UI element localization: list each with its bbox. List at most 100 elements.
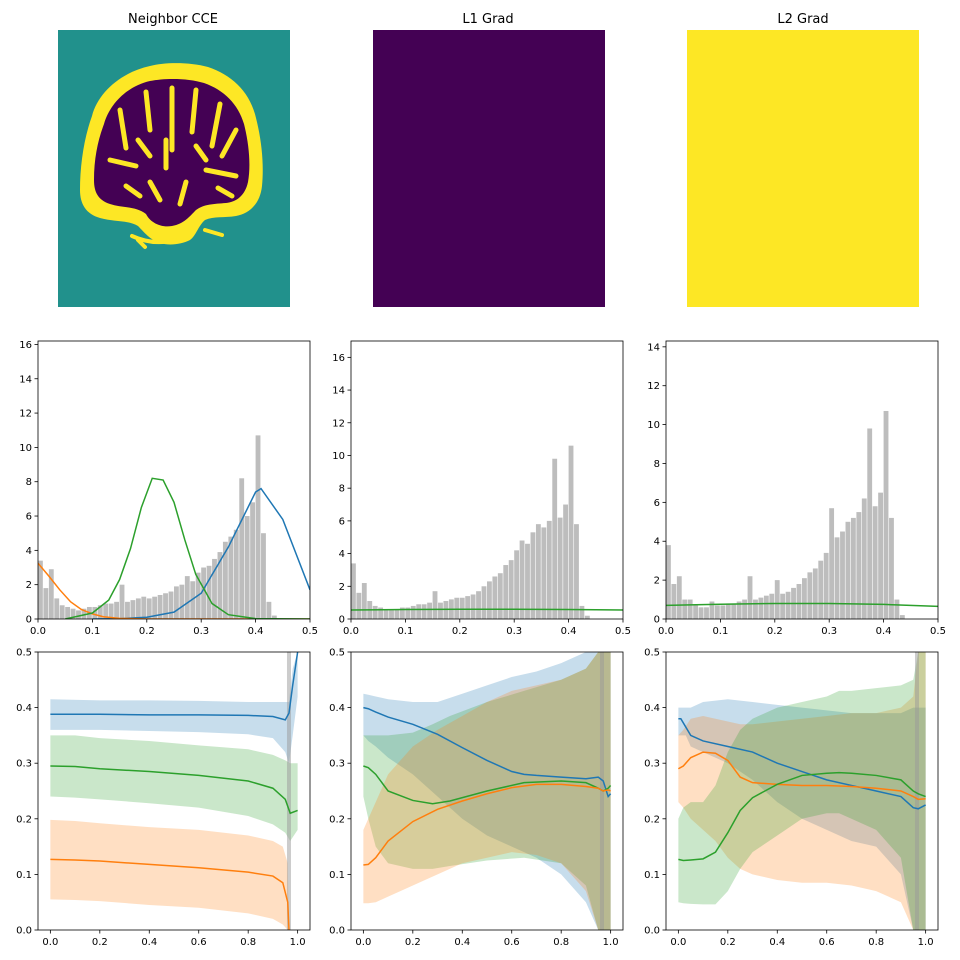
x-tick-label: 0.5	[615, 626, 631, 637]
histogram-bar	[454, 597, 460, 619]
plot-area	[677, 652, 926, 930]
histogram-bar	[883, 410, 889, 619]
blue-series-line	[50, 652, 299, 721]
histogram-bar	[135, 598, 141, 619]
histogram-bar	[889, 517, 894, 619]
histogram-bar	[530, 532, 536, 619]
plot-panel-1: 0.0 0.1 0.2 0.3 0.4 0.5 0 2 4 6 8 10 12 14 16	[19, 340, 318, 637]
panel-neighbor-cce: Neighbor CCE	[58, 12, 290, 307]
histogram-bar	[43, 588, 49, 619]
histogram-bar	[38, 560, 43, 619]
y-tick-label: 2	[339, 582, 345, 593]
histogram-bar	[361, 583, 367, 619]
x-tick-label: 0.0	[343, 626, 359, 637]
blue-confidence-band	[50, 652, 298, 764]
histogram-bar	[119, 584, 125, 619]
x-tick-label: 1.0	[290, 937, 306, 948]
histogram-bar	[763, 595, 769, 619]
histogram-bar	[399, 607, 405, 619]
histogram-bar	[850, 517, 856, 619]
histogram-bar	[103, 603, 109, 619]
histogram-bar	[899, 615, 905, 619]
y-tick-label: 0	[339, 615, 345, 626]
x-tick-label: 0.2	[767, 626, 783, 637]
y-tick-label: 4	[339, 549, 345, 560]
histogram-bar	[481, 586, 487, 619]
histogram-bar	[872, 506, 878, 619]
y-tick-label: 0.5	[16, 648, 32, 659]
histogram-bar	[179, 584, 185, 619]
histogram-bar	[731, 603, 737, 619]
histogram-bar	[470, 594, 476, 619]
histogram-bar	[758, 597, 764, 619]
panel-l2-grad: L2 Grad	[687, 12, 919, 307]
plot-panel-3: 0.0 0.1 0.2 0.3 0.4 0.5 0 2 4 6 8 10 12 14	[647, 340, 946, 637]
histogram-bar	[378, 607, 384, 619]
y-tick-label: 0.1	[16, 870, 32, 881]
image-l2-grad	[687, 30, 919, 307]
x-tick-label: 0.6	[191, 937, 207, 948]
x-tick-label: 0.5	[302, 626, 318, 637]
histogram-bar	[693, 605, 699, 619]
histogram-bar	[725, 603, 731, 619]
green-series-line	[666, 602, 938, 608]
plot-area	[666, 410, 938, 619]
histogram-bar	[206, 565, 212, 619]
histogram-bar	[845, 521, 851, 619]
histogram-bar	[503, 565, 509, 619]
y-tick-label: 8	[26, 477, 32, 488]
x-tick-label: 0.8	[868, 937, 884, 948]
histogram-bar	[394, 609, 400, 619]
axes-frame	[350, 340, 624, 620]
histogram-bar	[698, 607, 704, 619]
x-tick-label: 0.6	[819, 937, 835, 948]
histogram-bar	[535, 524, 541, 619]
y-tick-label: 6	[654, 498, 660, 509]
histogram-bar	[239, 478, 245, 619]
histogram-bar	[552, 458, 558, 619]
histogram-bar	[372, 605, 378, 619]
histogram-bar	[410, 605, 416, 619]
histogram-bar	[720, 605, 726, 619]
histogram-bar	[432, 591, 438, 619]
histogram-bar	[861, 498, 867, 619]
plot-area	[363, 652, 612, 930]
histogram-bar	[70, 608, 76, 619]
x-tick-label: 0.4	[876, 626, 892, 637]
histogram-bar	[459, 597, 465, 619]
histogram-bar	[671, 584, 677, 619]
histogram-bar	[867, 428, 873, 619]
histogram-bar	[774, 580, 780, 619]
green-series-line	[678, 771, 926, 862]
histogram-bar	[508, 560, 514, 619]
panel-title-l2-grad: L2 Grad	[777, 12, 828, 27]
histogram-bar	[747, 576, 753, 619]
x-tick-label: 0.8	[240, 937, 256, 948]
histogram-bar	[519, 540, 525, 619]
x-tick-label: 0.5	[930, 626, 946, 637]
histogram-bar	[244, 516, 250, 619]
blue-confidence-band	[678, 699, 926, 930]
histogram-bar	[174, 586, 179, 619]
y-tick-label: 0.4	[16, 703, 32, 714]
x-tick-label: 0.2	[452, 626, 468, 637]
histogram-bar	[802, 578, 807, 619]
y-tick-label: 16	[19, 340, 32, 351]
histogram-bar	[125, 601, 130, 619]
x-tick-label: 1.0	[603, 937, 619, 948]
axes-frame	[37, 651, 311, 931]
plot-area	[50, 652, 299, 930]
histogram-bar	[714, 605, 720, 619]
histogram-bar	[812, 568, 818, 619]
histogram-bar	[563, 504, 568, 619]
x-tick-label: 0.0	[42, 937, 58, 948]
histogram-bar	[856, 512, 862, 619]
y-tick-label: 12	[332, 418, 345, 429]
histogram-bar	[476, 591, 481, 619]
y-tick-label: 8	[339, 484, 345, 495]
plot-panel-6: 0.0 0.2 0.4 0.6 0.8 1.0 0.0 0.1 0.2 0.3 0.4 0.5	[644, 648, 939, 948]
y-tick-label: 8	[654, 459, 660, 470]
image-l1-grad	[373, 30, 605, 307]
histogram-bar	[389, 609, 394, 619]
y-tick-label: 0.3	[16, 759, 32, 770]
